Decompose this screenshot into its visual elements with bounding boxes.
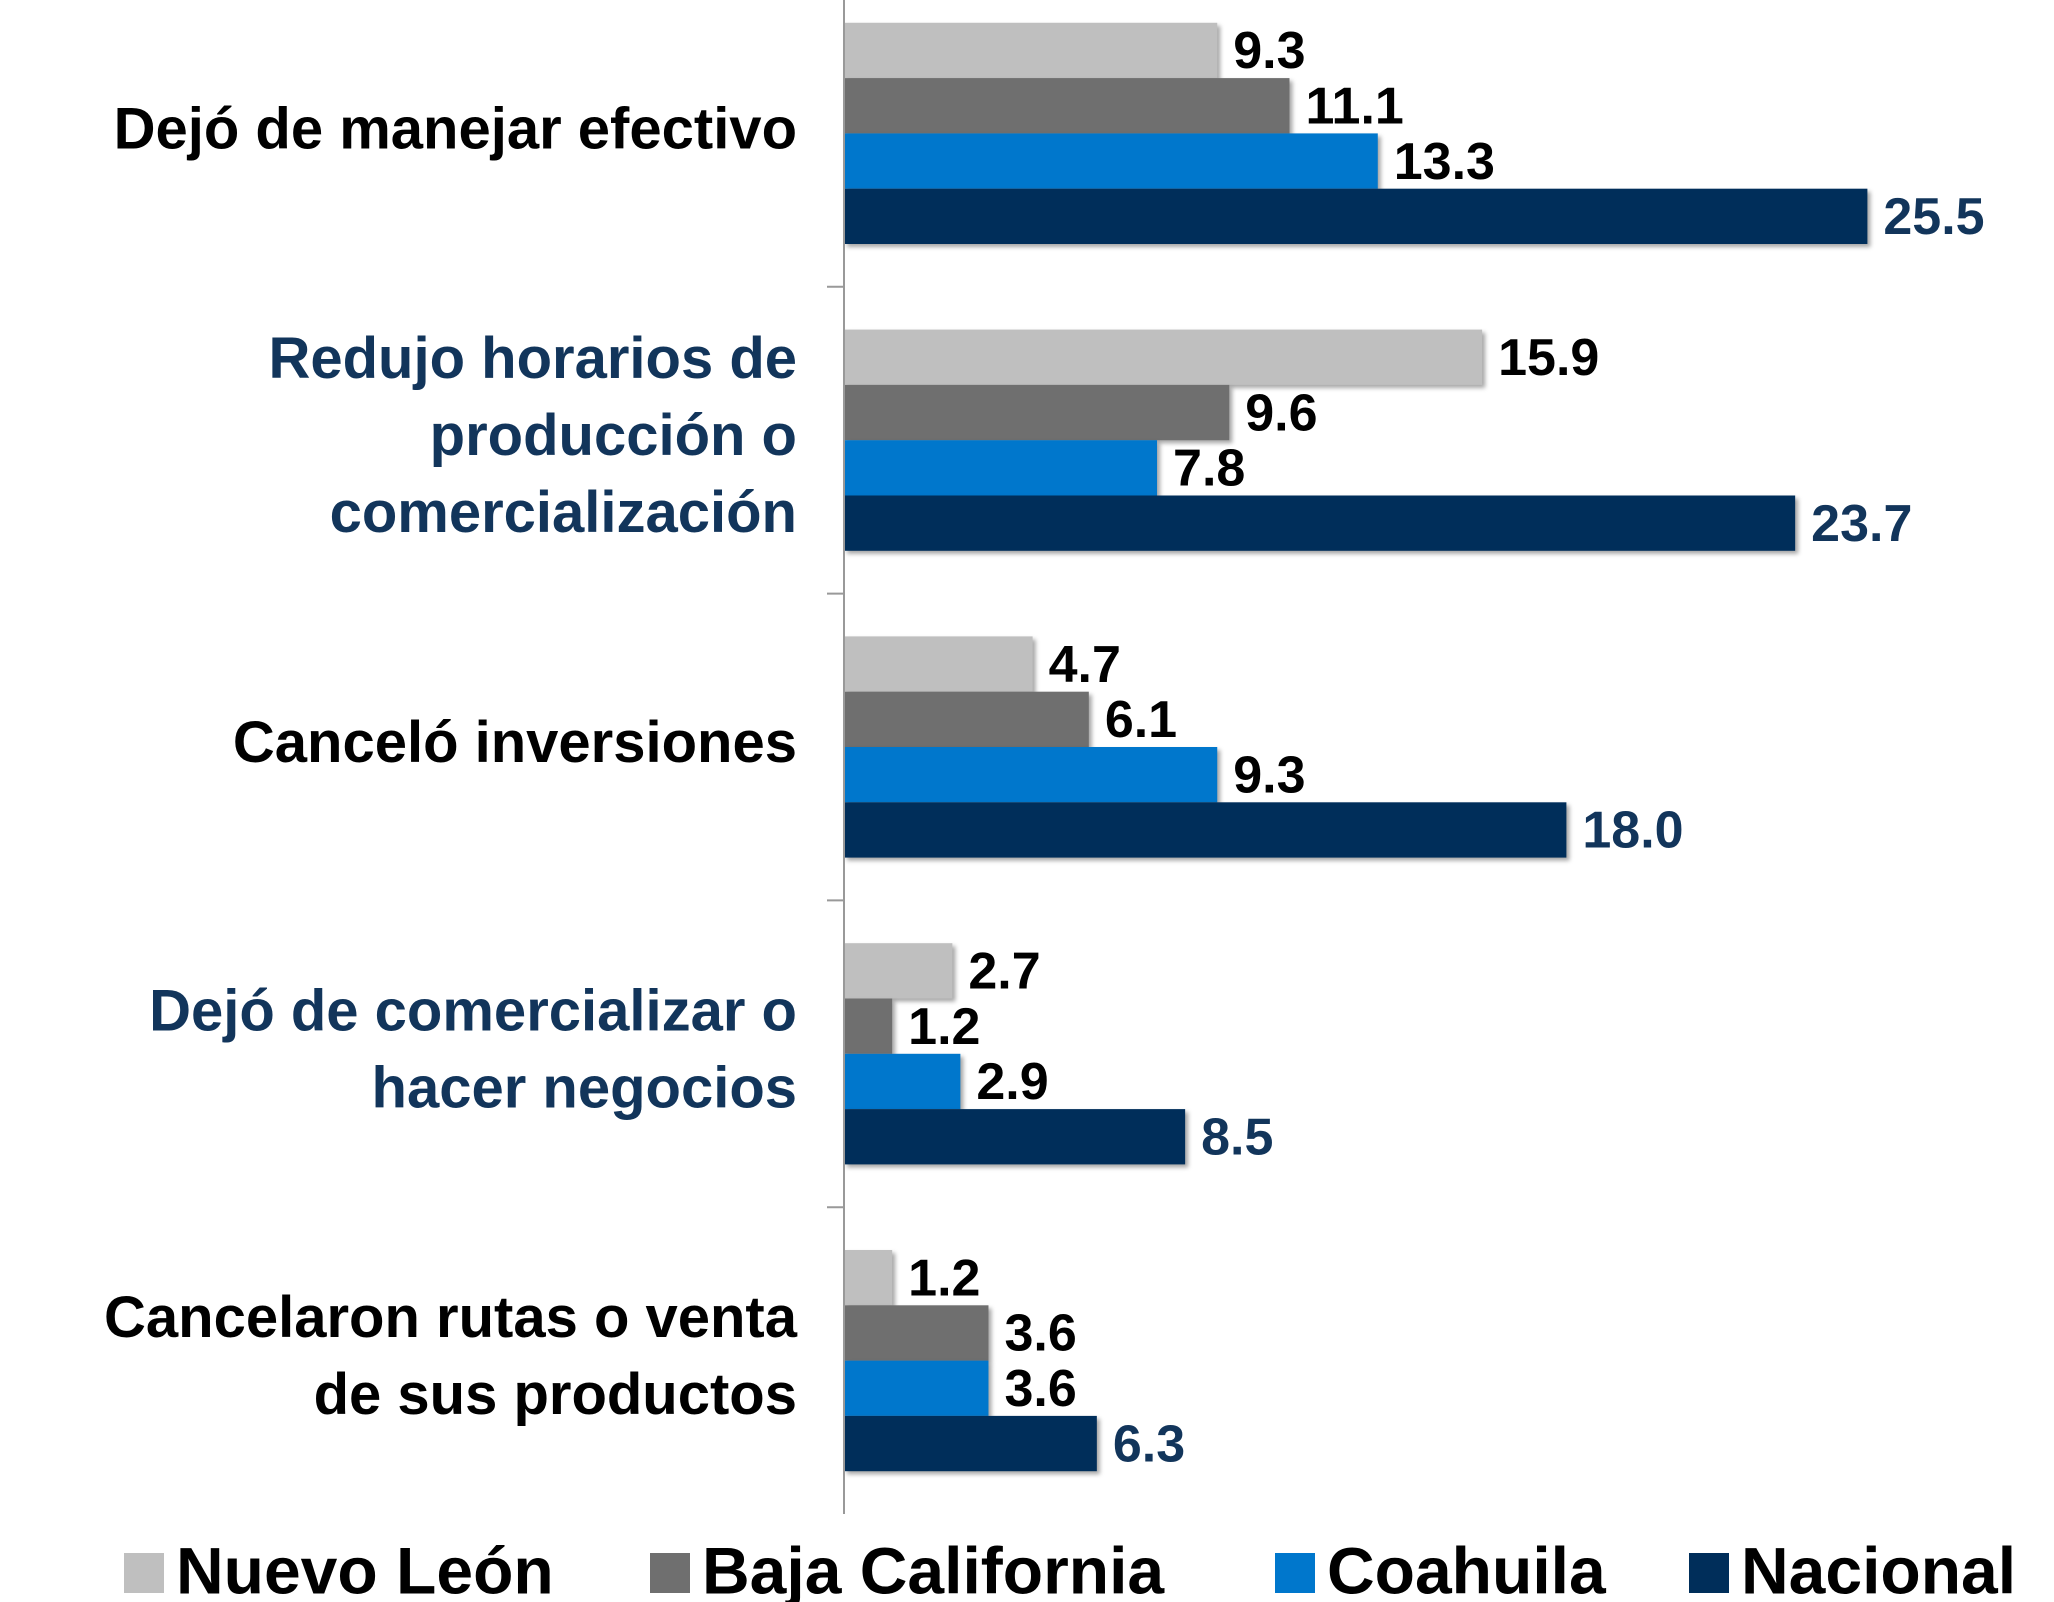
value-label: 18.0 <box>1582 802 1683 860</box>
bar <box>844 1360 989 1416</box>
category-label: Dejó de manejar efectivo <box>114 97 797 162</box>
legend-label: Baja California <box>702 1533 1165 1602</box>
value-label: 11.1 <box>1305 77 1403 135</box>
bar <box>844 1305 989 1361</box>
legend-label: Coahuila <box>1327 1533 1607 1602</box>
category-label-line: Dejó de comercializar o <box>149 979 797 1044</box>
bar <box>844 329 1483 385</box>
value-label: 23.7 <box>1811 495 1912 553</box>
legend-swatch <box>1275 1553 1315 1593</box>
value-label: 7.8 <box>1173 440 1245 498</box>
category-label: Cancelaron rutas o venta de sus productos <box>104 1285 798 1427</box>
category-label-line: Redujo horarios de <box>268 327 797 392</box>
bar <box>844 747 1218 803</box>
category-label-line: Dejó de manejar efectivo <box>114 97 797 162</box>
value-label: 25.5 <box>1883 188 1984 246</box>
category-label-line: Canceló inversiones <box>233 710 797 775</box>
bar <box>844 440 1158 496</box>
bar <box>844 22 1218 79</box>
legend-label: Nuevo León <box>176 1533 554 1602</box>
category-label: Dejó de comercializar o hacer negocios <box>149 979 797 1121</box>
bar <box>844 133 1378 189</box>
category-label-line: hacer negocios <box>372 1056 797 1121</box>
bar <box>844 1250 893 1306</box>
category-label: Canceló inversiones <box>233 710 797 775</box>
bar <box>844 943 953 999</box>
bar <box>844 495 1796 551</box>
bar <box>844 188 1868 244</box>
value-label: 2.7 <box>968 943 1040 1001</box>
bar <box>844 998 893 1054</box>
bar <box>844 1415 1097 1472</box>
bar <box>844 636 1033 692</box>
value-label: 8.5 <box>1201 1108 1273 1166</box>
bar <box>844 1053 961 1110</box>
value-label: 2.9 <box>976 1053 1048 1111</box>
value-label: 13.3 <box>1394 133 1495 191</box>
category-label: Redujo horarios de producción o comerciali… <box>268 327 797 546</box>
bar <box>844 1109 1186 1165</box>
category-label-line: comercialización <box>330 481 797 546</box>
value-label: 6.1 <box>1105 691 1177 749</box>
value-label: 6.3 <box>1113 1415 1185 1473</box>
legend-swatch <box>1689 1553 1729 1593</box>
value-label: 15.9 <box>1498 329 1599 387</box>
bar <box>844 691 1089 747</box>
bar <box>844 384 1230 441</box>
category-label-line: Cancelaron rutas o venta <box>104 1285 798 1350</box>
value-label: 3.6 <box>1004 1360 1076 1418</box>
category-label-line: de sus productos <box>314 1362 797 1427</box>
value-label: 3.6 <box>1004 1305 1076 1363</box>
value-label: 4.7 <box>1049 636 1121 694</box>
bar <box>844 802 1567 858</box>
legend-swatch <box>650 1553 690 1593</box>
value-label: 1.2 <box>908 1249 980 1307</box>
value-label: 9.3 <box>1233 22 1305 80</box>
legend-swatch <box>124 1553 164 1593</box>
category-label-line: producción o <box>430 404 797 469</box>
value-label: 9.3 <box>1233 746 1305 804</box>
legend-label: Nacional <box>1741 1533 2016 1602</box>
bar <box>844 78 1290 134</box>
value-label: 9.6 <box>1245 384 1317 442</box>
value-label: 1.2 <box>908 998 980 1056</box>
